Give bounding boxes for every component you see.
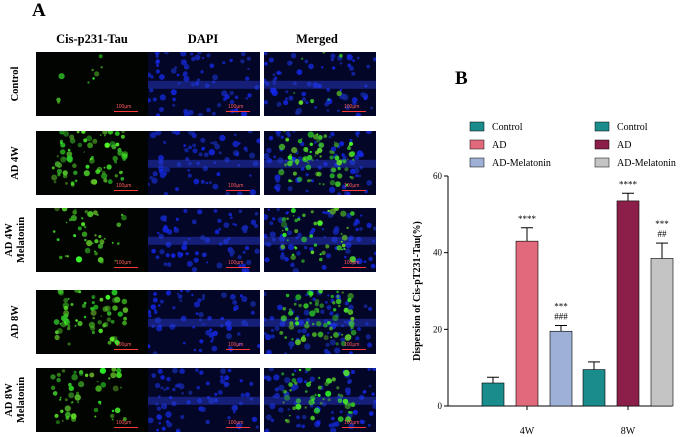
row-label-line: AD 4W bbox=[10, 146, 21, 180]
significance-label: **** bbox=[619, 179, 638, 189]
legend-swatch bbox=[469, 157, 485, 168]
cis-tau-image: 100µm bbox=[36, 368, 148, 432]
cis-tau-image: 100µm bbox=[36, 290, 148, 354]
bar bbox=[515, 240, 539, 407]
scale-bar bbox=[114, 349, 138, 350]
significance-label: **** bbox=[518, 214, 537, 224]
scale-bar bbox=[226, 190, 250, 191]
scale-bar bbox=[114, 111, 138, 112]
dapi-image: 100µm bbox=[148, 290, 260, 354]
row-label: AD 4W Melatonin bbox=[4, 208, 28, 272]
scale-bar bbox=[114, 427, 138, 428]
scale-label: 100µm bbox=[344, 183, 360, 189]
row-label: AD 8W Melatonin bbox=[4, 368, 28, 432]
scale-bar bbox=[226, 349, 250, 350]
scale-label: 100µm bbox=[116, 104, 132, 110]
row-label-line: Control bbox=[10, 66, 21, 102]
scale-label: 100µm bbox=[344, 260, 360, 266]
scale-label: 100µm bbox=[116, 342, 132, 348]
scale-bar bbox=[114, 267, 138, 268]
row-label-line: Melatonin bbox=[16, 376, 27, 424]
dapi-image: 100µm bbox=[148, 208, 260, 272]
merged-image: 100µm bbox=[264, 208, 376, 272]
row-label: Control bbox=[10, 52, 22, 116]
legend-swatch bbox=[594, 121, 610, 132]
significance-label: *** bbox=[655, 219, 669, 229]
cis-tau-image: 100µm bbox=[36, 208, 148, 272]
merged-image: 100µm bbox=[264, 52, 376, 116]
scale-label: 100µm bbox=[116, 260, 132, 266]
bar bbox=[616, 200, 640, 407]
scale-bar bbox=[114, 190, 138, 191]
legend-swatch bbox=[469, 139, 485, 150]
bar bbox=[650, 258, 674, 407]
merged-image: 100µm bbox=[264, 131, 376, 195]
row-label-line: Melatonin bbox=[16, 216, 27, 264]
bar bbox=[582, 369, 606, 407]
legend-label: Control bbox=[617, 122, 648, 133]
scale-bar bbox=[342, 349, 366, 350]
scale-bar bbox=[342, 190, 366, 191]
column-header-dapi: DAPI bbox=[187, 32, 219, 46]
scale-bar bbox=[226, 427, 250, 428]
y-tick-label: 60 bbox=[433, 171, 443, 181]
scale-label: 100µm bbox=[228, 183, 244, 189]
significance-label: *** bbox=[554, 302, 568, 312]
scale-label: 100µm bbox=[228, 104, 244, 110]
scale-bar bbox=[226, 111, 250, 112]
scale-label: 100µm bbox=[228, 420, 244, 426]
row-label: AD 8W bbox=[10, 290, 22, 354]
row-label: AD 4W bbox=[10, 131, 22, 195]
x-tick-label: 8W bbox=[621, 426, 636, 437]
dapi-image: 100µm bbox=[148, 52, 260, 116]
significance-label: ### bbox=[554, 312, 568, 322]
legend-label: AD bbox=[492, 140, 506, 151]
significance-label: ## bbox=[658, 229, 668, 239]
merged-image: 100µm bbox=[264, 290, 376, 354]
legend-swatch bbox=[594, 157, 610, 168]
column-header-merged: Merged bbox=[296, 32, 338, 46]
scale-bar bbox=[342, 111, 366, 112]
dapi-image: 100µm bbox=[148, 368, 260, 432]
scale-label: 100µm bbox=[344, 420, 360, 426]
y-tick-label: 20 bbox=[433, 324, 443, 334]
dapi-image: 100µm bbox=[148, 131, 260, 195]
bar-chart: 0 20 40 60 Dispersion of Cis-pT231-Tau(%) 4W *… bbox=[412, 121, 676, 437]
row-label-line: AD 8W bbox=[10, 305, 21, 339]
legend-swatch bbox=[469, 121, 485, 132]
legend-label: AD-Melatonin bbox=[492, 158, 551, 169]
scale-label: 100µm bbox=[344, 342, 360, 348]
legend-label: AD bbox=[617, 140, 631, 151]
x-tick-label: 4W bbox=[520, 426, 535, 437]
scale-bar bbox=[226, 267, 250, 268]
cis-tau-image: 100µm bbox=[36, 131, 148, 195]
merged-image: 100µm bbox=[264, 368, 376, 432]
scale-label: 100µm bbox=[344, 104, 360, 110]
row-label-line: AD 4W bbox=[4, 223, 15, 257]
scale-label: 100µm bbox=[228, 260, 244, 266]
y-tick-label: 40 bbox=[433, 248, 443, 258]
bar bbox=[549, 330, 573, 407]
legend-label: Control bbox=[492, 122, 523, 133]
scale-label: 100µm bbox=[116, 183, 132, 189]
scale-bar bbox=[342, 267, 366, 268]
legend-swatch bbox=[594, 139, 610, 150]
scale-label: 100µm bbox=[116, 420, 132, 426]
column-header-cis-tau: Cis-p231-Tau bbox=[56, 32, 128, 46]
panel-a-letter: A bbox=[32, 0, 46, 21]
scale-label: 100µm bbox=[228, 342, 244, 348]
bar bbox=[481, 382, 505, 407]
row-label-line: AD 8W bbox=[4, 383, 15, 417]
cis-tau-image: 100µm bbox=[36, 52, 148, 116]
scale-bar bbox=[342, 427, 366, 428]
y-axis-label: Dispersion of Cis-pT231-Tau(%) bbox=[412, 221, 423, 361]
panel-b-letter: B bbox=[455, 68, 468, 89]
legend-label: AD-Melatonin bbox=[617, 158, 676, 169]
y-tick-label: 0 bbox=[438, 401, 443, 411]
